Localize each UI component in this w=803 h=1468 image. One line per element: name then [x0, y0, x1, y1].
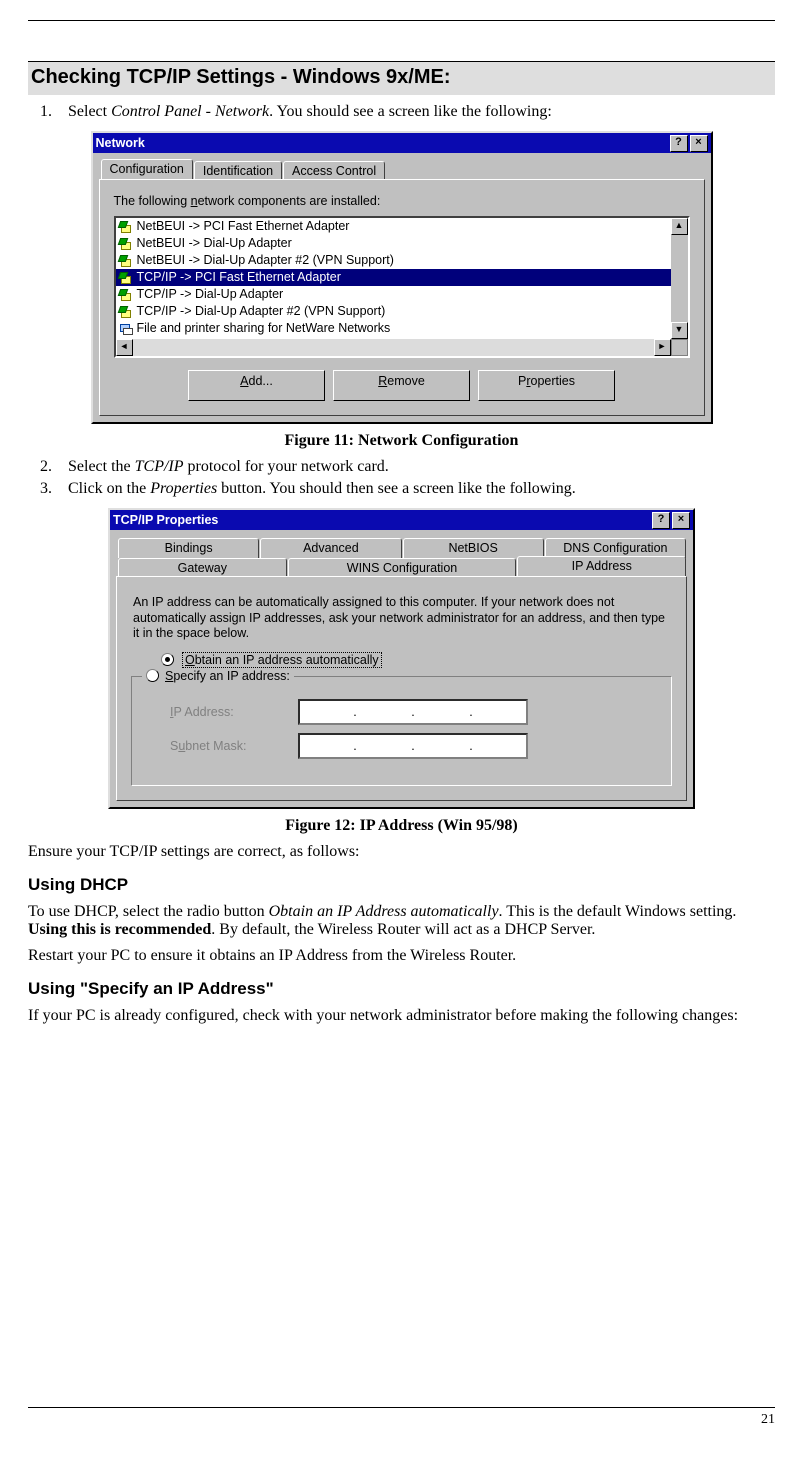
ensure-text: Ensure your TCP/IP settings are correct,… [28, 843, 775, 861]
help-button[interactable]: ? [670, 135, 688, 152]
radio-specify[interactable] [146, 669, 159, 682]
specify-paragraph: If your PC is already configured, check … [28, 1007, 775, 1025]
titlebar: TCP/IP Properties ? × [110, 510, 693, 530]
radio-obtain-auto[interactable] [161, 653, 174, 666]
protocol-icon [119, 221, 133, 233]
ip-address-row: IP Address: . . . [170, 699, 653, 725]
obtain-auto-label: Obtain an IP address automatically [182, 652, 382, 668]
tab-row: Configuration Identification Access Cont… [101, 159, 705, 179]
list-item[interactable]: File and printer sharing for NetWare Net… [116, 320, 671, 337]
subnet-mask-row: Subnet Mask: . . . [170, 733, 653, 759]
tab-dns-configuration[interactable]: DNS Configuration [545, 538, 686, 558]
figure-12-caption: Figure 12: IP Address (Win 95/98) [28, 817, 775, 835]
dhcp-paragraph-2: Restart your PC to ensure it obtains an … [28, 947, 775, 965]
list-item[interactable]: NetBEUI -> Dial-Up Adapter #2 (VPN Suppo… [116, 252, 671, 269]
step-3: Click on the Properties button. You shou… [56, 480, 775, 498]
tab-row-front: Gateway WINS Configuration IP Address [118, 556, 687, 576]
specify-radio-row[interactable]: Specify an IP address: [142, 669, 294, 683]
list-prompt: The following network components are ins… [114, 194, 690, 208]
list-item-label: TCP/IP -> Dial-Up Adapter [137, 286, 284, 303]
heading-using-specify: Using "Specify an IP Address" [28, 979, 775, 999]
page-number: 21 [28, 1412, 775, 1428]
scroll-corner [671, 339, 688, 356]
protocol-icon [119, 238, 133, 250]
scroll-down-button[interactable]: ▼ [671, 322, 688, 339]
heading-using-dhcp: Using DHCP [28, 875, 775, 895]
protocol-icon [119, 306, 133, 318]
list-item-label: TCP/IP -> PCI Fast Ethernet Adapter [137, 269, 341, 286]
steps-list-1: Select Control Panel - Network. You shou… [28, 103, 775, 121]
list-item-label: TCP/IP -> Dial-Up Adapter #2 (VPN Suppor… [137, 303, 386, 320]
subnet-mask-label: Subnet Mask: [170, 739, 280, 753]
ip-address-label: IP Address: [170, 705, 280, 719]
remove-button[interactable]: Remove [333, 370, 470, 401]
horizontal-scrollbar[interactable]: ◄ ► [116, 339, 688, 356]
specify-groupbox: Specify an IP address: IP Address: . . .… [131, 676, 672, 786]
figure-11-caption: Figure 11: Network Configuration [28, 432, 775, 450]
list-item-label: NetBEUI -> PCI Fast Ethernet Adapter [137, 218, 350, 235]
vertical-scrollbar[interactable]: ▲ ▼ [671, 218, 688, 339]
window-title: Network [96, 136, 145, 150]
ip-address-input[interactable]: . . . [298, 699, 528, 725]
list-item-label: NetBEUI -> Dial-Up Adapter [137, 235, 292, 252]
tab-netbios[interactable]: NetBIOS [403, 538, 544, 558]
properties-button[interactable]: Properties [478, 370, 615, 401]
header-rule [28, 20, 775, 21]
list-item[interactable]: TCP/IP -> Dial-Up Adapter [116, 286, 671, 303]
add-button[interactable]: Add... [188, 370, 325, 401]
titlebar: Network ? × [93, 133, 711, 153]
list-item[interactable]: NetBEUI -> PCI Fast Ethernet Adapter [116, 218, 671, 235]
tab-advanced[interactable]: Advanced [260, 538, 401, 558]
step1-post: . You should see a screen like the follo… [269, 103, 552, 120]
share-icon [119, 323, 133, 335]
tab-ip-address[interactable]: IP Address [517, 556, 686, 576]
steps-list-2: Select the TCP/IP protocol for your netw… [28, 458, 775, 498]
list-item-label: File and printer sharing for NetWare Net… [137, 320, 391, 337]
specify-label: Specify an IP address: [165, 669, 290, 683]
window-title: TCP/IP Properties [113, 513, 218, 527]
tab-identification[interactable]: Identification [194, 161, 282, 181]
dhcp-paragraph-1: To use DHCP, select the radio button Obt… [28, 903, 775, 939]
obtain-auto-row[interactable]: Obtain an IP address automatically [161, 652, 672, 668]
subnet-mask-input[interactable]: . . . [298, 733, 528, 759]
list-item-label: NetBEUI -> Dial-Up Adapter #2 (VPN Suppo… [137, 252, 394, 269]
components-listbox[interactable]: NetBEUI -> PCI Fast Ethernet AdapterNetB… [114, 216, 690, 358]
list-item[interactable]: TCP/IP -> PCI Fast Ethernet Adapter [116, 269, 671, 286]
description-text: An IP address can be automatically assig… [133, 595, 670, 642]
protocol-icon [119, 255, 133, 267]
tab-row-back: Bindings Advanced NetBIOS DNS Configurat… [118, 536, 687, 556]
tab-gateway[interactable]: Gateway [118, 558, 287, 578]
tab-bindings[interactable]: Bindings [118, 538, 259, 558]
list-item[interactable]: NetBEUI -> Dial-Up Adapter [116, 235, 671, 252]
step1-pre: Select [68, 103, 111, 120]
scroll-left-button[interactable]: ◄ [116, 339, 133, 356]
section-title: Checking TCP/IP Settings - Windows 9x/ME… [28, 61, 775, 95]
protocol-icon [119, 272, 133, 284]
protocol-icon [119, 289, 133, 301]
footer: 21 [28, 1407, 775, 1428]
ip-address-panel: An IP address can be automatically assig… [116, 576, 687, 801]
tab-panel: The following network components are ins… [99, 179, 705, 416]
page: PC Configuration Checking TCP/IP Setting… [0, 0, 803, 1448]
tab-configuration[interactable]: Configuration [101, 159, 193, 179]
tcpip-properties-dialog: TCP/IP Properties ? × Bindings Advanced … [108, 508, 695, 809]
step-1: Select Control Panel - Network. You shou… [56, 103, 775, 121]
network-dialog: Network ? × Configuration Identification… [91, 131, 713, 424]
step1-em: Control Panel - Network [111, 103, 269, 120]
scroll-right-button[interactable]: ► [654, 339, 671, 356]
close-button[interactable]: × [672, 512, 690, 529]
footer-rule [28, 1407, 775, 1408]
step-2: Select the TCP/IP protocol for your netw… [56, 458, 775, 476]
tab-access-control[interactable]: Access Control [283, 161, 385, 181]
tab-wins-configuration[interactable]: WINS Configuration [288, 558, 517, 578]
close-button[interactable]: × [690, 135, 708, 152]
help-button[interactable]: ? [652, 512, 670, 529]
scroll-up-button[interactable]: ▲ [671, 218, 688, 235]
list-item[interactable]: TCP/IP -> Dial-Up Adapter #2 (VPN Suppor… [116, 303, 671, 320]
button-row: Add... Remove Properties [114, 370, 690, 401]
